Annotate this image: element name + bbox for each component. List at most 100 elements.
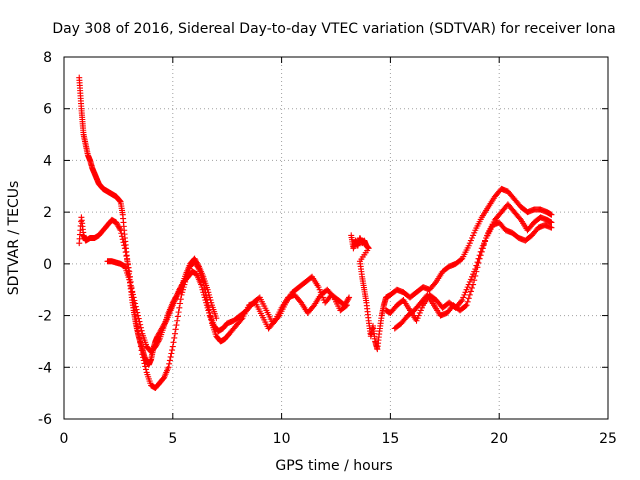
data-point [205, 303, 212, 310]
data-point [548, 224, 555, 231]
data-point [204, 286, 211, 293]
data-point [129, 288, 136, 295]
x-tick-label: 15 [381, 431, 399, 447]
data-point [474, 259, 481, 266]
data-point [177, 285, 184, 292]
data-point [195, 262, 202, 269]
data-point [177, 300, 184, 307]
data-point [138, 327, 145, 334]
data-point [128, 285, 135, 292]
data-point [205, 289, 212, 296]
data-point [458, 298, 465, 305]
data-point [135, 315, 142, 322]
y-tick-label: -4 [38, 360, 52, 376]
data-point [476, 255, 483, 262]
data-point [137, 343, 144, 350]
data-point [417, 307, 424, 314]
data-point [167, 353, 174, 360]
data-point [206, 294, 213, 301]
data-point [466, 278, 473, 285]
data-point [177, 296, 184, 303]
data-point [142, 366, 149, 373]
data-point [126, 276, 133, 283]
data-point [166, 360, 173, 367]
data-point [462, 303, 469, 310]
data-point [169, 347, 176, 354]
data-point [548, 219, 555, 226]
data-point [137, 324, 144, 331]
x-axis-label: GPS time / hours [275, 458, 392, 474]
data-point [474, 264, 481, 271]
data-point [270, 319, 277, 326]
data-point [418, 304, 425, 311]
plot-frame [63, 56, 609, 420]
data-point [473, 268, 480, 275]
grid [64, 57, 608, 419]
data-point [414, 315, 421, 322]
x-tick-label: 10 [273, 431, 291, 447]
data-point [116, 225, 123, 232]
y-tick-label: 8 [43, 50, 52, 66]
data-point [208, 299, 215, 306]
data-point [139, 351, 146, 358]
data-point [342, 303, 349, 310]
data-point [169, 343, 176, 350]
data-point [467, 288, 474, 295]
data-point [135, 331, 142, 338]
data-point [480, 241, 487, 248]
data-point [124, 256, 131, 263]
data-point [316, 286, 323, 293]
data-point [142, 363, 149, 370]
data-point [141, 360, 148, 367]
data-point [124, 260, 131, 267]
data-point [172, 326, 179, 333]
data-point [119, 233, 126, 240]
x-tick-label: 25 [599, 431, 617, 447]
data-point [133, 306, 140, 313]
data-point [125, 264, 132, 271]
y-tick-label: -2 [38, 309, 52, 325]
data-point [206, 291, 213, 298]
data-point [121, 245, 128, 252]
x-tick-label: 0 [60, 431, 69, 447]
data-point [462, 289, 469, 296]
data-points [76, 74, 555, 391]
data-point [156, 337, 163, 344]
data-point [140, 354, 147, 361]
data-point [463, 302, 470, 309]
data-point [479, 245, 486, 252]
data-point [171, 330, 178, 337]
data-point [131, 297, 138, 304]
data-point [140, 357, 147, 364]
data-point [477, 252, 484, 259]
data-point [464, 284, 471, 291]
data-point [122, 249, 129, 256]
data-point [466, 240, 473, 247]
data-point [469, 235, 475, 241]
data-point [469, 273, 475, 280]
data-point [461, 291, 468, 298]
y-tick-label: 0 [43, 257, 52, 273]
y-axis-label: SDTVAR / TECUs [6, 181, 22, 296]
data-point [458, 256, 465, 263]
data-point [238, 316, 245, 323]
data-point [173, 322, 180, 329]
data-point [315, 284, 322, 291]
data-point [127, 279, 134, 286]
data-point [472, 272, 479, 279]
data-point [459, 297, 466, 304]
data-point [132, 300, 139, 307]
y-tick-label: 6 [43, 102, 52, 118]
data-point [432, 280, 439, 287]
data-point [171, 334, 178, 341]
data-point [471, 277, 478, 284]
data-point [134, 312, 141, 319]
data-point [470, 281, 477, 288]
data-point [413, 317, 420, 324]
data-point [207, 313, 214, 320]
y-tick-label: 2 [43, 205, 52, 221]
data-point [470, 232, 477, 239]
data-point [134, 309, 141, 316]
data-point [415, 312, 422, 319]
data-point [119, 236, 126, 243]
